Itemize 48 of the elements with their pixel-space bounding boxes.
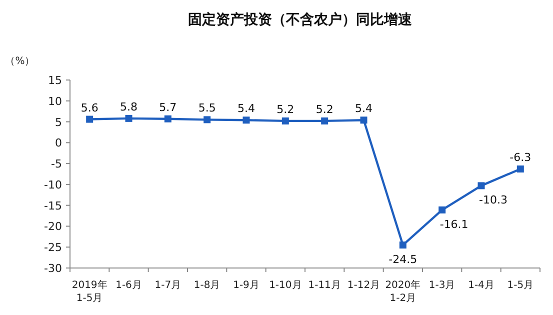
x-tick-label: 2019年 1-5月 xyxy=(72,279,108,304)
y-tick-label: -25 xyxy=(44,241,62,254)
point xyxy=(516,165,524,172)
data-label: 5.8 xyxy=(120,100,138,114)
data-label: -16.1 xyxy=(440,218,468,231)
data-label: 5.4 xyxy=(355,102,372,116)
point xyxy=(86,116,94,123)
point xyxy=(321,117,328,124)
y-tick-label: -5 xyxy=(51,158,62,171)
x-tick-label: 1-7月 xyxy=(154,280,182,291)
point xyxy=(438,206,446,214)
point xyxy=(282,117,289,124)
data-label: 5.2 xyxy=(316,102,334,116)
x-tick-label: 1-12月 xyxy=(347,280,380,291)
point xyxy=(164,115,172,122)
data-label: 5.4 xyxy=(238,102,255,116)
data-label: -24.5 xyxy=(388,253,418,266)
data-label: -10.3 xyxy=(479,194,508,207)
y-tick-label: 0 xyxy=(55,136,62,150)
y-tick-label: 15 xyxy=(48,74,62,87)
y-tick-label: -15 xyxy=(44,199,62,212)
point xyxy=(204,116,211,124)
y-tick-label: -10 xyxy=(44,178,62,192)
x-tick-label: 1-10月 xyxy=(269,280,302,291)
x-tick-label: 1-11月 xyxy=(308,280,341,291)
x-tick-label: 1-8月 xyxy=(194,280,220,291)
data-label: 5.7 xyxy=(159,100,177,114)
point xyxy=(399,242,406,249)
y-tick-label: -20 xyxy=(44,220,62,234)
point xyxy=(478,182,485,190)
y-tick-label: 5 xyxy=(55,116,62,129)
data-label: 5.5 xyxy=(198,102,216,115)
data-label: 5.6 xyxy=(80,101,98,114)
data-label: -6.3 xyxy=(510,150,532,164)
x-tick-label: 1-6月 xyxy=(116,280,142,291)
x-tick-label: 1-4月 xyxy=(468,280,494,291)
point xyxy=(360,116,368,124)
chart-title: 固定资产投资（不含农户）同比增速 xyxy=(188,11,413,28)
data-label: 5.2 xyxy=(276,102,294,116)
x-tick-label: 1-9月 xyxy=(233,280,260,291)
x-tick-label: 2020年 1-2月 xyxy=(385,279,421,304)
y-tick-label: -30 xyxy=(44,262,62,275)
x-tick-label: 1-3月 xyxy=(428,280,456,291)
y-axis-title: （%） xyxy=(5,56,35,67)
point xyxy=(242,116,250,124)
y-tick-label: 10 xyxy=(48,94,62,108)
point xyxy=(125,114,132,122)
x-tick-label: 1-5月 xyxy=(507,280,534,291)
